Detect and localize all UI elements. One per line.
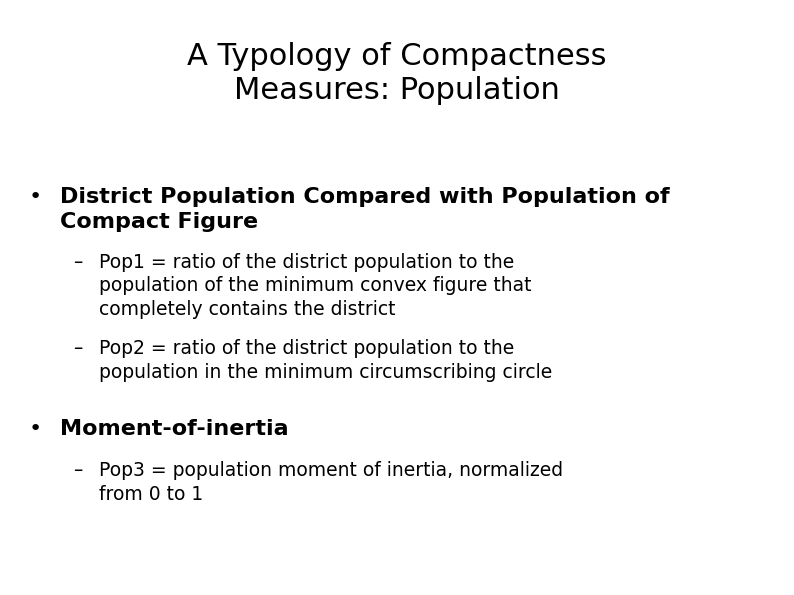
- Text: District Population Compared with Population of
Compact Figure: District Population Compared with Popula…: [60, 187, 669, 232]
- Text: •: •: [29, 187, 42, 208]
- Text: •: •: [29, 419, 42, 440]
- Text: –: –: [73, 339, 83, 358]
- Text: Pop1 = ratio of the district population to the
population of the minimum convex : Pop1 = ratio of the district population …: [99, 253, 532, 319]
- Text: Pop2 = ratio of the district population to the
population in the minimum circums: Pop2 = ratio of the district population …: [99, 339, 553, 381]
- Text: –: –: [73, 461, 83, 480]
- Text: Moment-of-inertia: Moment-of-inertia: [60, 419, 288, 440]
- Text: Pop3 = population moment of inertia, normalized
from 0 to 1: Pop3 = population moment of inertia, nor…: [99, 461, 564, 503]
- Text: –: –: [73, 253, 83, 272]
- Text: A Typology of Compactness
Measures: Population: A Typology of Compactness Measures: Popu…: [187, 42, 607, 105]
